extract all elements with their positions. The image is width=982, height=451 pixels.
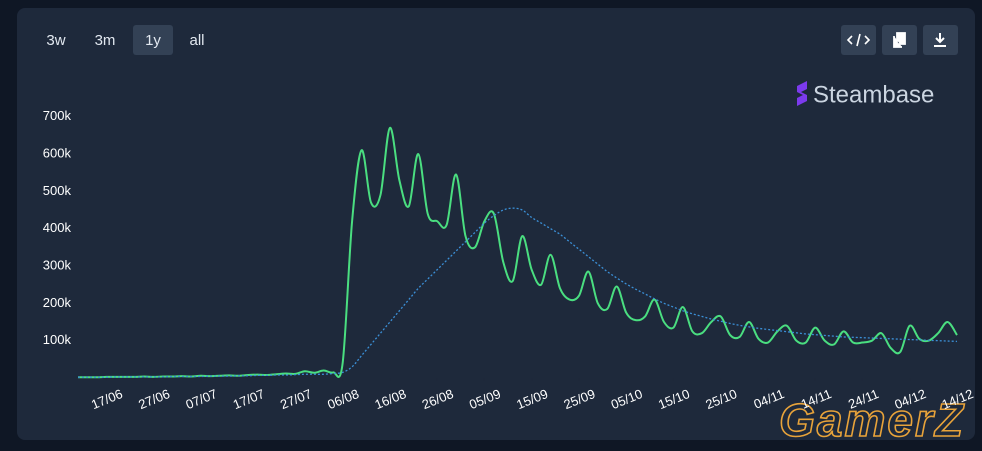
brand-logo — [797, 81, 807, 106]
copy-icon — [893, 32, 906, 48]
watermark: GamerZ — [779, 394, 965, 446]
range-button[interactable]: 1y — [145, 32, 161, 49]
y-tick-label: 100k — [43, 332, 72, 347]
y-tick-label: 200k — [43, 295, 72, 310]
average-line — [78, 207, 958, 378]
range-button[interactable]: all — [189, 32, 204, 49]
embed-icon — [846, 33, 871, 47]
y-tick-label: 400k — [43, 220, 72, 235]
y-tick-label: 500k — [43, 183, 72, 198]
y-tick-label: 600k — [43, 145, 72, 160]
range-button[interactable]: 3w — [46, 32, 65, 49]
tool-buttons — [841, 25, 958, 55]
players-line — [78, 126, 958, 379]
range-button[interactable]: 3m — [95, 32, 116, 49]
range-button-active[interactable] — [133, 25, 173, 55]
range-toolbar: 3w 3m 1y all — [46, 25, 205, 55]
brand-name: Steambase — [813, 81, 934, 108]
download-icon — [934, 33, 946, 47]
y-tick-label: 300k — [43, 257, 72, 272]
y-tick-label: 700k — [43, 108, 72, 123]
